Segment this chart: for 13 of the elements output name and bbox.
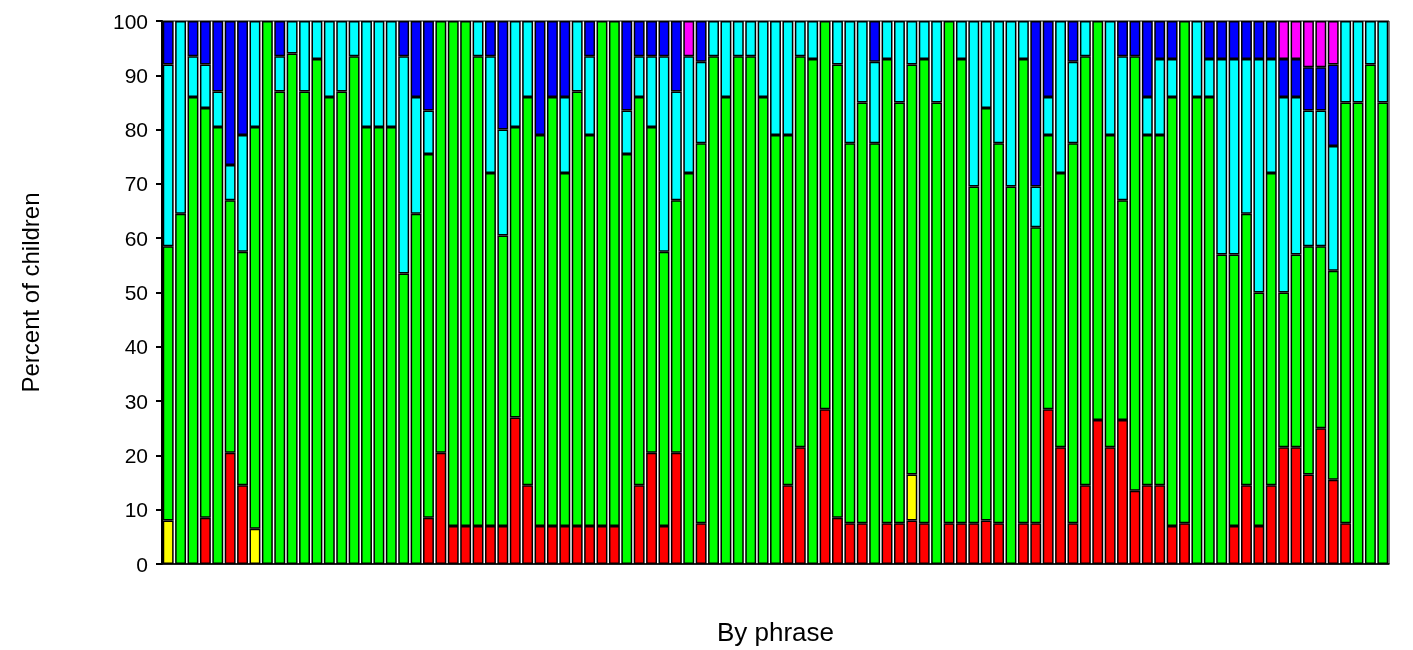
y-tick-label: 10 xyxy=(124,498,148,522)
y-axis-title: Percent of children xyxy=(16,192,44,393)
x-axis-title: By phrase xyxy=(716,617,835,647)
y-tick-label: 90 xyxy=(124,63,148,87)
y-tick-label: 100 xyxy=(112,9,148,33)
y-tick-label: 0 xyxy=(136,552,148,576)
y-tick-label: 50 xyxy=(124,281,148,304)
y-tick-label: 70 xyxy=(124,172,148,196)
y-tick-label: 20 xyxy=(124,443,148,467)
y-tick-label: 30 xyxy=(124,389,148,413)
y-tick-label: 40 xyxy=(124,335,148,359)
y-tick-label: 60 xyxy=(124,226,148,250)
y-tick-label: 80 xyxy=(124,118,148,142)
